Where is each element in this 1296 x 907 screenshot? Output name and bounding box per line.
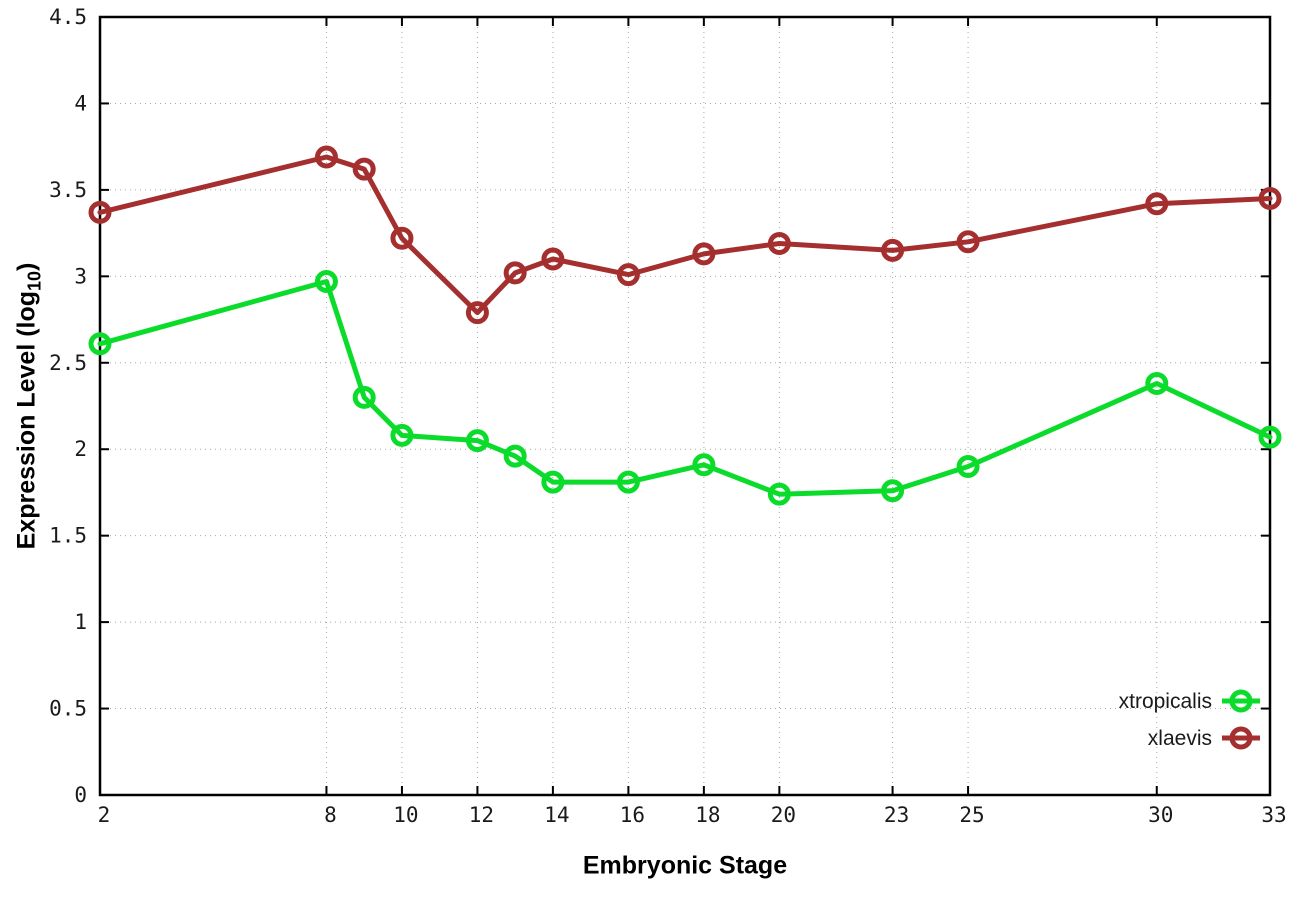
data-point-xtropicalis	[692, 453, 716, 477]
x-tick-label: 12	[469, 803, 494, 827]
data-point-xlaevis	[503, 261, 527, 285]
data-point-xtropicalis	[1145, 372, 1169, 396]
data-point-xtropicalis	[314, 270, 338, 294]
series-line-xlaevis	[97, 154, 1273, 316]
data-point-xlaevis	[881, 238, 905, 262]
x-tick-label: 23	[884, 803, 909, 827]
data-point-xtropicalis	[503, 444, 527, 468]
data-point-xtropicalis	[1258, 425, 1282, 449]
y-tick-label: 3.5	[49, 178, 87, 202]
data-point-xtropicalis	[352, 385, 376, 409]
x-axis-title: Embryonic Stage	[582, 851, 788, 880]
legend-sample-marker-xtropicalis	[1229, 689, 1253, 713]
data-point-xlaevis	[1145, 192, 1169, 216]
y-tick-label: 3	[74, 264, 87, 288]
data-point-xlaevis	[541, 247, 565, 271]
y-tick-label: 1	[74, 610, 87, 634]
y-tick-label: 1.5	[49, 524, 87, 548]
y-axis-title: Expression Level (log10)	[13, 263, 46, 550]
data-point-xlaevis	[352, 157, 376, 181]
y-tick-label: 0.5	[49, 697, 87, 721]
x-tick-label: 18	[695, 803, 720, 827]
y-tick-label: 2	[74, 437, 87, 461]
y-tick-label: 0	[74, 783, 87, 807]
data-point-xtropicalis	[767, 482, 791, 506]
data-point-xtropicalis	[616, 470, 640, 494]
y-axis-title-text: Expression Level (log	[12, 290, 41, 550]
data-point-xtropicalis	[88, 332, 112, 356]
y-tick-label: 2.5	[49, 351, 87, 375]
data-point-xlaevis	[692, 242, 716, 266]
data-point-xlaevis	[390, 226, 414, 250]
y-axis-title-close: )	[12, 262, 41, 271]
x-tick-label: 33	[1261, 803, 1286, 827]
y-axis-title-subscript: 10	[24, 270, 45, 291]
data-point-xtropicalis	[881, 479, 905, 503]
data-point-xtropicalis	[390, 423, 414, 447]
x-tick-label: 14	[544, 803, 569, 827]
x-tick-label: 16	[620, 803, 645, 827]
data-point-xtropicalis	[465, 429, 489, 453]
data-point-xlaevis	[465, 301, 489, 325]
data-point-xlaevis	[314, 145, 338, 169]
plot-border	[98, 15, 1272, 797]
y-tick-label: 4.5	[49, 5, 87, 29]
y-tick-label: 4	[74, 91, 87, 115]
data-point-xlaevis	[956, 230, 980, 254]
x-tick-label: 10	[393, 803, 418, 827]
data-point-xtropicalis	[541, 470, 565, 494]
data-point-xlaevis	[1258, 187, 1282, 211]
x-tick-label: 2	[98, 803, 111, 827]
data-point-xlaevis	[616, 263, 640, 287]
legend-label-xtropicalis: xtropicalis	[1119, 690, 1212, 713]
data-point-xlaevis	[767, 231, 791, 255]
data-point-xlaevis	[88, 200, 112, 224]
legend-sample-marker-xlaevis	[1229, 726, 1253, 750]
legend-label-xlaevis: xlaevis	[1148, 727, 1212, 750]
x-tick-label: 25	[959, 803, 984, 827]
x-tick-label: 20	[771, 803, 796, 827]
x-tick-label: 8	[324, 803, 337, 827]
x-tick-label: 30	[1148, 803, 1173, 827]
data-point-xtropicalis	[956, 455, 980, 479]
